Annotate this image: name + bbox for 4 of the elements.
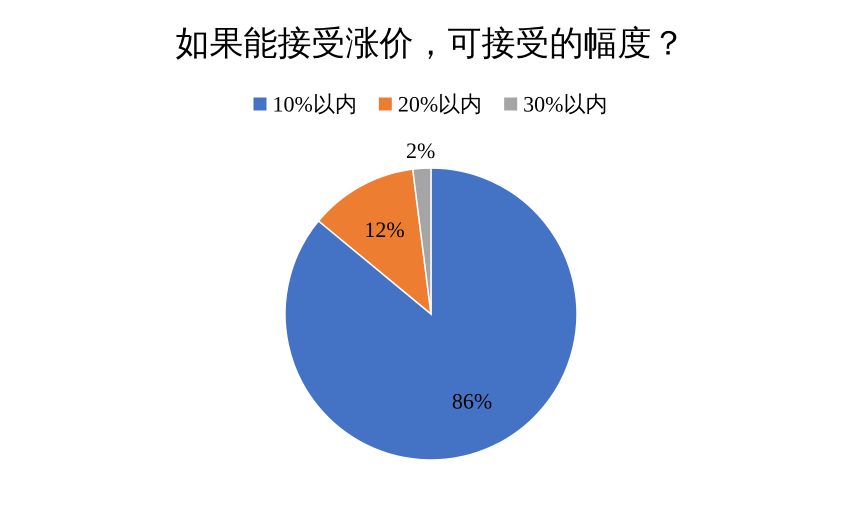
title: 如果能接受涨价，可接受的幅度？	[176, 26, 686, 62]
legend-label: 10%以内	[272, 92, 357, 116]
legend-label: 20%以内	[398, 92, 482, 116]
legend-label: 30%以内	[523, 92, 608, 116]
